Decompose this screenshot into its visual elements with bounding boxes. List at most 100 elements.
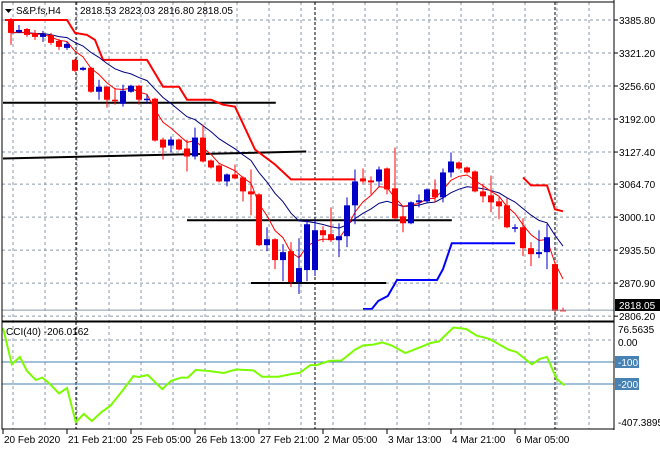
bear-candle (464, 166, 470, 174)
time-label: 20 Feb 2020 (4, 435, 61, 446)
candle-body (488, 195, 494, 203)
candle-body (8, 20, 14, 33)
bear-candle (248, 169, 254, 216)
bear-candle (176, 138, 182, 151)
support-resistance-line[interactable] (2, 150, 307, 160)
candle-body (40, 33, 46, 37)
bull-candle (376, 166, 382, 187)
candle-body (392, 188, 398, 219)
bull-candle (408, 201, 414, 225)
bear-candle (56, 38, 62, 50)
bear-candle (104, 85, 110, 108)
time-label: 3 Mar 13:00 (388, 435, 442, 446)
candle-body (400, 216, 406, 224)
bull-candle (144, 94, 150, 104)
cci-line (2, 326, 566, 425)
main-pane-frame (1, 1, 615, 322)
cci-level-label: -100 (618, 358, 638, 369)
bear-candle (136, 84, 142, 105)
cci-panel: 76.5635 0.00 -100 -200 -407.3895 (2, 325, 660, 429)
bear-candle (152, 97, 158, 142)
time-label: 25 Feb 05:00 (132, 435, 191, 446)
candle-body (208, 160, 214, 168)
bull-candle (312, 219, 318, 277)
bull-candle (192, 127, 198, 160)
candle-body (248, 191, 254, 195)
cci-min-label: -407.3895 (618, 418, 660, 429)
triangle-down-icon[interactable] (5, 9, 12, 13)
bear-candle (400, 206, 406, 233)
candle-body (240, 177, 246, 192)
time-label: 6 Mar 05:00 (516, 435, 570, 446)
price-label: 3127.40 (619, 148, 656, 159)
candle-body (16, 29, 22, 32)
time-axis[interactable]: 20 Feb 2020 21 Feb 21:00 25 Feb 05:00 26 Fe… (2, 429, 570, 446)
bull-candle (40, 30, 46, 42)
candle-body (152, 98, 158, 141)
grid (2, 2, 614, 429)
candle-body (192, 137, 198, 157)
upper-stop-line (522, 176, 564, 213)
candle-body (56, 40, 62, 47)
candle-body (328, 234, 334, 241)
bear-candle (48, 32, 54, 45)
candle-body (224, 174, 230, 182)
bull-candle (128, 84, 134, 93)
bear-candle (208, 159, 214, 169)
bear-candle (528, 242, 534, 267)
candle-body (104, 86, 110, 100)
candle-body (312, 230, 318, 271)
candle-body (384, 168, 390, 190)
bear-candle (480, 184, 486, 203)
bull-candle (336, 223, 342, 258)
bear-candle (320, 226, 326, 243)
candle-body (504, 205, 510, 228)
candle-body (432, 189, 438, 198)
candle-body (560, 309, 566, 312)
candle-body (376, 169, 382, 182)
candle-body (344, 205, 350, 237)
bear-candle (560, 307, 566, 312)
bear-candle (216, 164, 222, 183)
candle-body (64, 43, 70, 48)
candle-body (440, 172, 446, 198)
price-axis[interactable]: 3385.80 3321.20 3256.60 3192.00 3127.40 3064.… (614, 16, 660, 323)
candle-body (112, 99, 118, 102)
bull-candle (416, 194, 422, 208)
symbol-label: S&P.fs,H4 (16, 6, 61, 17)
candle-body (448, 161, 454, 173)
candle-body (352, 181, 358, 206)
candle-body (184, 148, 190, 157)
slow-moving-average (10, 31, 564, 247)
bull-candle (352, 169, 358, 225)
bear-candle (488, 175, 494, 213)
price-label: 3385.80 (619, 16, 656, 27)
bear-candle (328, 207, 334, 243)
bear-candle (256, 193, 262, 247)
candle-body (408, 202, 414, 224)
bear-candle (232, 164, 238, 180)
bull-candle (80, 66, 86, 71)
candle-body (32, 32, 38, 37)
time-label: 27 Feb 21:00 (260, 435, 319, 446)
candle-body (544, 237, 550, 253)
candle-body (128, 85, 134, 92)
horizontal-levels[interactable] (2, 101, 452, 285)
bear-candle (360, 168, 366, 184)
current-price-box (615, 299, 660, 311)
time-label: 2 Mar 05:00 (324, 435, 378, 446)
candles (2, 18, 614, 312)
bull-candle (64, 41, 70, 50)
time-label: 21 Feb 21:00 (68, 435, 127, 446)
candle-body (480, 191, 486, 197)
bull-candle (120, 84, 126, 107)
bull-candle (536, 230, 542, 259)
candle-body (120, 90, 126, 104)
bull-candle (280, 244, 286, 282)
candle-body (520, 227, 526, 249)
bull-candle (448, 152, 454, 178)
candle-body (48, 34, 54, 43)
candle-body (160, 139, 166, 148)
bull-candle (344, 197, 350, 248)
